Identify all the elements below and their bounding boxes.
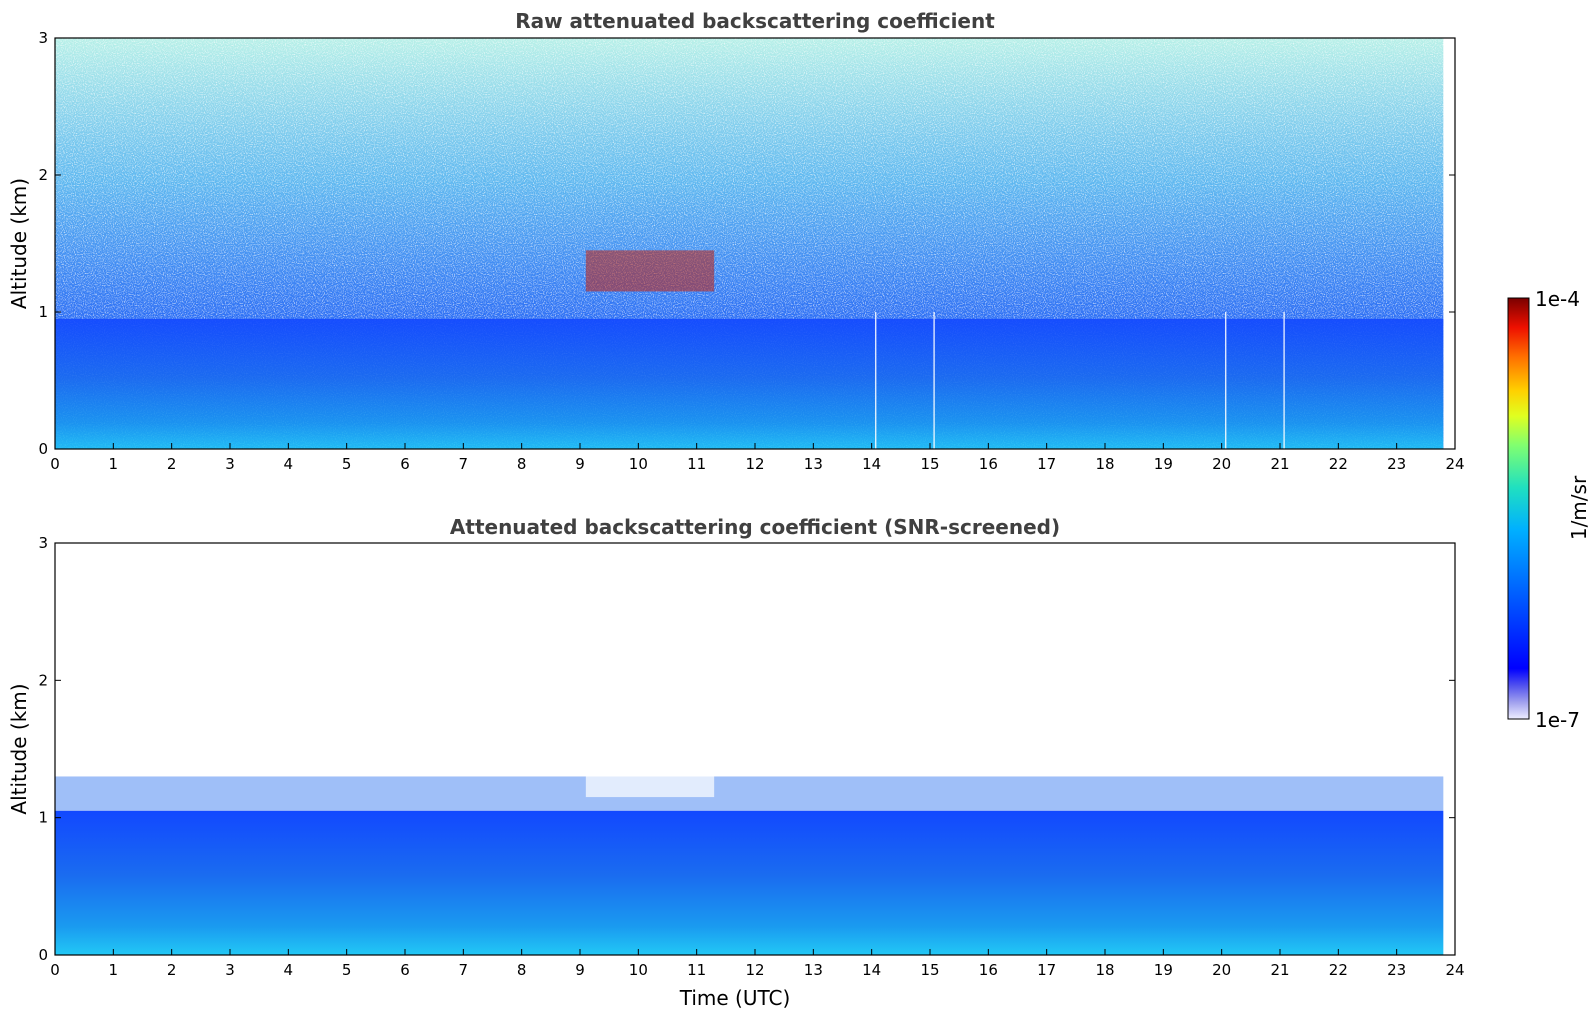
x-tick-label: 5: [342, 455, 352, 473]
x-tick-label: 23: [1387, 455, 1406, 473]
y-tick-label: 1: [38, 809, 48, 827]
x-tick-label: 9: [575, 455, 585, 473]
y-tick-label: 2: [38, 671, 48, 689]
x-tick-label: 24: [1445, 455, 1464, 473]
x-tick-label: 16: [979, 455, 998, 473]
x-tick-label: 18: [1095, 455, 1114, 473]
x-tick-label: 10: [629, 961, 648, 979]
x-tick-label: 19: [1154, 455, 1173, 473]
x-tick-label: 11: [687, 455, 706, 473]
y-tick-label: 3: [38, 534, 48, 552]
y-axis-label: Altitude (km): [7, 683, 31, 814]
x-tick-label: 3: [225, 961, 235, 979]
x-tick-label: 3: [225, 455, 235, 473]
x-tick-label: 7: [459, 455, 469, 473]
sparse-echo-band: [55, 776, 1444, 811]
x-tick-label: 12: [745, 961, 764, 979]
x-tick-label: 24: [1445, 961, 1464, 979]
x-tick-label: 14: [862, 961, 881, 979]
heatmap-field: [55, 543, 1455, 955]
x-tick-label: 15: [920, 961, 939, 979]
heatmap-field: [55, 38, 1455, 449]
x-tick-label: 11: [687, 961, 706, 979]
y-tick-label: 2: [38, 166, 48, 184]
colorbar-min-label: 1e-7: [1535, 708, 1580, 732]
x-tick-label: 2: [167, 961, 177, 979]
x-tick-label: 13: [804, 455, 823, 473]
y-tick-label: 0: [38, 440, 48, 458]
x-tick-label: 8: [517, 961, 527, 979]
x-tick-label: 0: [50, 455, 60, 473]
x-tick-label: 8: [517, 455, 527, 473]
screened-backscatter-panel: Attenuated backscattering coefficient (S…: [7, 515, 1465, 1010]
cloud-layer: [585, 728, 715, 798]
x-tick-label: 6: [400, 455, 410, 473]
x-tick-label: 1: [109, 961, 119, 979]
x-tick-label: 20: [1212, 961, 1231, 979]
x-tick-label: 21: [1270, 455, 1289, 473]
x-tick-label: 4: [284, 961, 294, 979]
y-tick-label: 1: [38, 303, 48, 321]
x-tick-label: 16: [979, 961, 998, 979]
x-tick-label: 22: [1329, 455, 1348, 473]
x-tick-label: 10: [629, 455, 648, 473]
x-tick-label: 6: [400, 961, 410, 979]
x-tick-label: 17: [1037, 455, 1056, 473]
panel-title: Raw attenuated backscattering coefficien…: [515, 9, 995, 33]
x-tick-label: 17: [1037, 961, 1056, 979]
x-tick-label: 21: [1270, 961, 1289, 979]
raw-backscatter-panel: Raw attenuated backscattering coefficien…: [7, 9, 1465, 473]
y-axis-label: Altitude (km): [7, 178, 31, 309]
x-tick-label: 12: [745, 455, 764, 473]
x-tick-label: 7: [459, 961, 469, 979]
x-tick-label: 9: [575, 961, 585, 979]
y-tick-label: 3: [38, 29, 48, 47]
x-tick-label: 0: [50, 961, 60, 979]
x-tick-label: 23: [1387, 961, 1406, 979]
x-axis-label: Time (UTC): [679, 986, 791, 1010]
boundary-layer: [55, 318, 1444, 449]
x-tick-label: 1: [109, 455, 119, 473]
colorbar-unit-label: 1/m/sr: [1567, 475, 1591, 540]
screened-signal: [55, 810, 1444, 955]
colorbar: 1e-4 1e-7 1/m/sr: [1507, 287, 1591, 732]
x-tick-label: 20: [1212, 455, 1231, 473]
x-tick-label: 4: [284, 455, 294, 473]
colorbar-max-label: 1e-4: [1535, 287, 1580, 311]
x-tick-label: 2: [167, 455, 177, 473]
colorbar-gradient: [1507, 297, 1530, 720]
cloud-layer: [585, 250, 715, 292]
x-tick-label: 22: [1329, 961, 1348, 979]
x-tick-label: 19: [1154, 961, 1173, 979]
x-tick-label: 13: [804, 961, 823, 979]
x-tick-label: 14: [862, 455, 881, 473]
x-tick-label: 18: [1095, 961, 1114, 979]
x-tick-label: 15: [920, 455, 939, 473]
panel-title: Attenuated backscattering coefficient (S…: [450, 515, 1060, 539]
x-tick-label: 5: [342, 961, 352, 979]
y-tick-label: 0: [38, 946, 48, 964]
